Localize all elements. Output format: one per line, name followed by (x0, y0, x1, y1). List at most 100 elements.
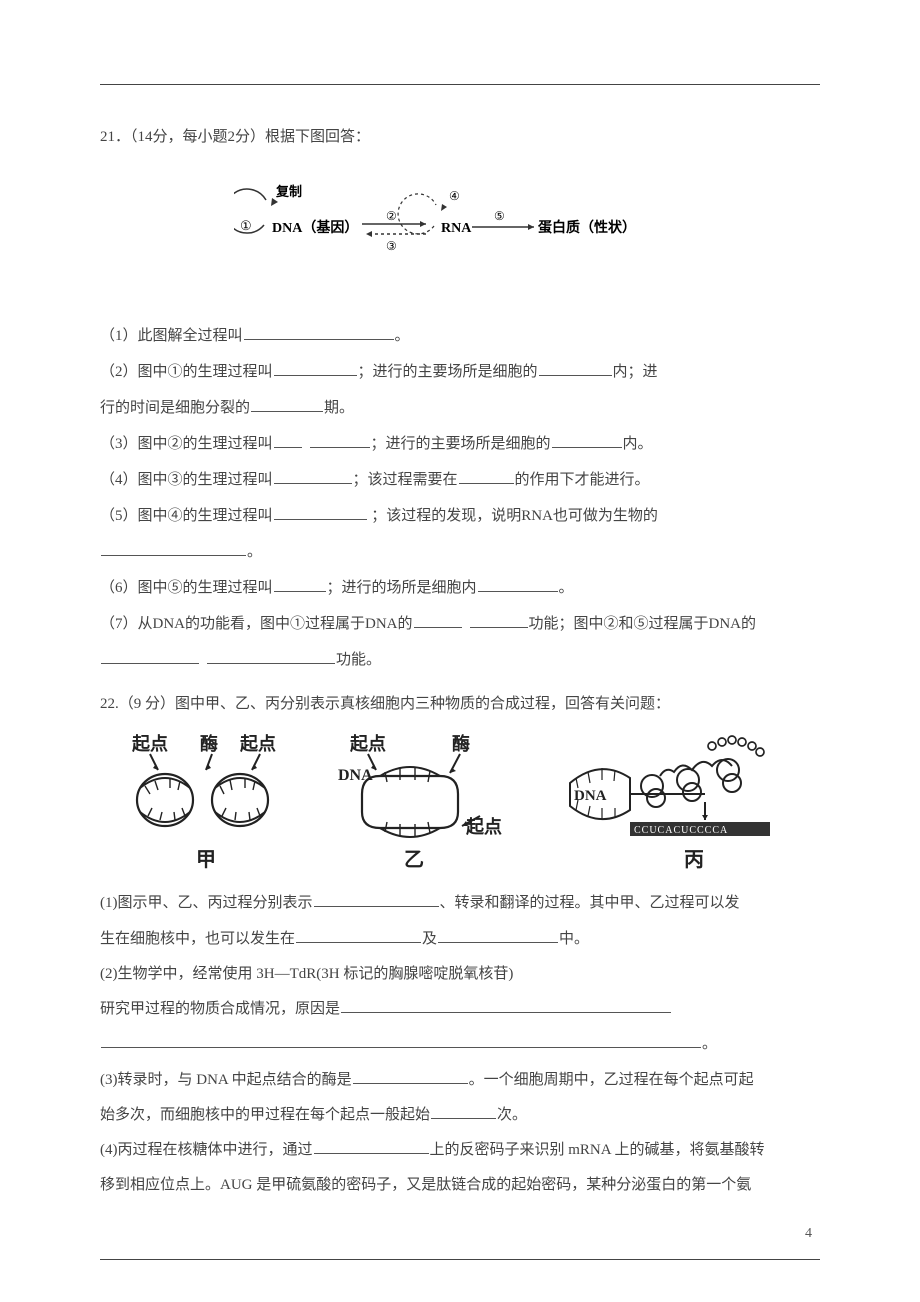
blank (101, 1033, 701, 1048)
q22-3b: 始多次，而细胞核中的甲过程在每个起点一般起始 次。 (100, 1098, 820, 1133)
dna-label: DNA（基因） (272, 219, 358, 236)
num-3: ③ (386, 239, 397, 253)
svg-text:丙: 丙 (684, 849, 704, 871)
svg-text:起点: 起点 (131, 733, 168, 754)
q22-2-c: 。 (702, 1036, 717, 1052)
arrow-3-head (366, 231, 372, 237)
q21-1-a: （1）此图解全过程叫 (100, 328, 243, 344)
q22-2-b: 研究甲过程的物质合成情况，原因是 (100, 1001, 340, 1017)
q22-1b: 生在细胞核中，也可以发生在 及 中。 (100, 922, 820, 957)
loop-arrow-head (271, 198, 278, 206)
q21-7-a: （7）从DNA的功能看，图中①过程属于DNA的 (100, 616, 413, 632)
q22-2: (2)生物学中，经常使用 3H—TdR(3H 标记的胸腺嘧啶脱氧核苷) (100, 957, 820, 992)
q22-4-c: 移到相应位点上。AUG 是甲硫氨酸的密码子，又是肽链合成的起始密码，某种分泌蛋白… (100, 1177, 751, 1193)
q22-3-b: 。一个细胞周期中，乙过程在每个起点可起 (469, 1072, 754, 1088)
svg-text:起点: 起点 (239, 733, 276, 754)
svg-text:甲: 甲 (196, 849, 216, 871)
q21-5b: 。 (100, 534, 820, 570)
top-rule (100, 84, 820, 85)
num-2: ② (386, 209, 397, 223)
page-number: 4 (805, 1226, 812, 1242)
panel-bing: DNA (570, 736, 770, 871)
blank (478, 577, 558, 592)
blank (274, 433, 302, 448)
q22-4: (4)丙过程在核糖体中进行，通过 上的反密码子来识别 mRNA 上的碱基，将氨基酸… (100, 1133, 820, 1168)
blank (314, 892, 439, 907)
q22-diagram-svg: 起点 酶 起点 (100, 728, 820, 878)
q21-7-b: 功能；图中②和⑤过程属于DNA的 (529, 616, 757, 632)
arrow-2-head (420, 221, 426, 227)
q22-3-d: 次。 (497, 1107, 527, 1123)
q21-6: （6）图中⑤的生理过程叫；进行的场所是细胞内。 (100, 570, 820, 606)
svg-text:酶: 酶 (452, 733, 470, 754)
q21-3-c: 内。 (623, 436, 653, 452)
svg-text:CCUCACUCCCCA: CCUCACUCCCCA (634, 825, 728, 836)
q22-1-d: 及 (422, 931, 437, 947)
q21-5-b: ；该过程的发现，说明RNA也可做为生物的 (368, 508, 658, 524)
q21-1-b: 。 (395, 328, 410, 344)
blank (459, 469, 514, 484)
rna-label: RNA (441, 221, 472, 236)
blank (438, 928, 558, 943)
q21-4-a: （4）图中③的生理过程叫 (100, 472, 273, 488)
svg-text:DNA: DNA (338, 767, 373, 784)
blank (101, 541, 246, 556)
loop-4-head (441, 204, 447, 211)
q22-2c: 。 (100, 1027, 820, 1062)
blank (353, 1069, 468, 1084)
q21-2: （2）图中①的生理过程叫；进行的主要场所是细胞的内；进 (100, 354, 820, 390)
q22-4-a: (4)丙过程在核糖体中进行，通过 (100, 1142, 313, 1158)
q21-7: （7）从DNA的功能看，图中①过程属于DNA的 功能；图中②和⑤过程属于DNA的 (100, 606, 820, 642)
q22-1-e: 中。 (559, 931, 589, 947)
loop-4 (398, 194, 436, 234)
q22-3: (3)转录时，与 DNA 中起点结合的酶是。一个细胞周期中，乙过程在每个起点可起 (100, 1063, 820, 1098)
svg-text:DNA: DNA (574, 788, 607, 804)
q22-4-b: 上的反密码子来识别 mRNA 上的碱基，将氨基酸转 (430, 1142, 765, 1158)
q21-2-b: ；进行的主要场所是细胞的 (358, 364, 538, 380)
num-1: ① (240, 218, 252, 233)
blank (274, 469, 352, 484)
panel-jia: 起点 酶 起点 (131, 733, 276, 871)
q21-2b: 行的时间是细胞分裂的期。 (100, 390, 820, 426)
blank (341, 998, 671, 1013)
panel-yi: 起点 酶 DNA 起点 乙 (338, 733, 502, 871)
blank (470, 613, 528, 628)
blank (414, 613, 462, 628)
q22-1-c: 生在细胞核中，也可以发生在 (100, 931, 295, 947)
protein-label: 蛋白质（性状） (538, 219, 636, 236)
num-5: ⑤ (494, 209, 505, 223)
label-fuzhi: 复制 (275, 184, 302, 199)
q22-1: (1)图示甲、乙、丙过程分别表示 、转录和翻译的过程。其中甲、乙过程可以发 (100, 886, 820, 921)
page-content: 21．（14分，每小题2分）根据下图回答： 复制 ① DNA（基因） ② ③ ④… (0, 0, 920, 1244)
blank (310, 433, 370, 448)
q22-2-a: (2)生物学中，经常使用 3H—TdR(3H 标记的胸腺嘧啶脱氧核苷) (100, 966, 513, 982)
q21-7b: 功能。 (100, 642, 820, 678)
svg-text:起点: 起点 (349, 733, 386, 754)
blank (207, 649, 335, 664)
q21-4: （4）图中③的生理过程叫 ；该过程需要在 的作用下才能进行。 (100, 462, 820, 498)
q22-2b: 研究甲过程的物质合成情况，原因是 (100, 992, 820, 1027)
q22-4b: 移到相应位点上。AUG 是甲硫氨酸的密码子，又是肽链合成的起始密码，某种分泌蛋白… (100, 1168, 820, 1203)
q22-1-a: (1)图示甲、乙、丙过程分别表示 (100, 895, 313, 911)
q22-header: 22.（9 分）图中甲、乙、丙分别表示真核细胞内三种物质的合成过程，回答有关问题… (100, 686, 820, 722)
bottom-rule (100, 1259, 820, 1260)
q21-2-c: 内；进 (613, 364, 658, 380)
blank (244, 325, 394, 340)
q21-3-a: （3）图中②的生理过程叫 (100, 436, 273, 452)
q21-3: （3）图中②的生理过程叫；进行的主要场所是细胞的内。 (100, 426, 820, 462)
blank (431, 1104, 496, 1119)
svg-text:乙: 乙 (404, 849, 424, 871)
q22-1-b: 、转录和翻译的过程。其中甲、乙过程可以发 (440, 895, 740, 911)
svg-text:起点: 起点 (465, 816, 502, 837)
q21-5-a: （5）图中④的生理过程叫 (100, 508, 273, 524)
q22-3-c: 始多次，而细胞核中的甲过程在每个起点一般起始 (100, 1107, 430, 1123)
svg-text:酶: 酶 (200, 733, 218, 754)
q21-2-d: 行的时间是细胞分裂的 (100, 400, 250, 416)
q21-6-c: 。 (559, 580, 574, 596)
q21-1: （1）此图解全过程叫 。 (100, 318, 820, 354)
q21-header: 21．（14分，每小题2分）根据下图回答： (100, 119, 820, 155)
blank (274, 577, 326, 592)
q21-4-c: 的作用下才能进行。 (515, 472, 650, 488)
q21-4-b: ；该过程需要在 (353, 472, 458, 488)
num-4: ④ (449, 189, 460, 203)
